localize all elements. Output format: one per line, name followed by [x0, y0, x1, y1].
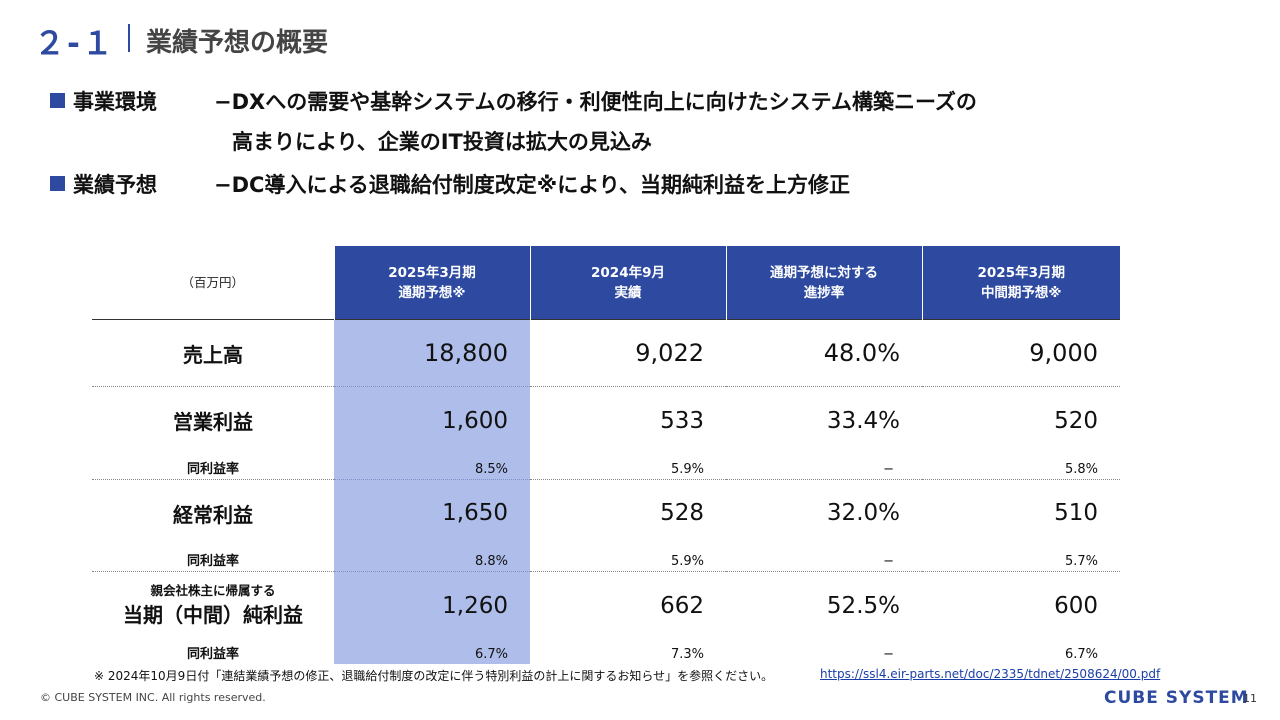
- table-cell: 5.9%: [530, 454, 726, 480]
- table-cell: 1,600: [334, 386, 530, 455]
- bullet-environment: 事業環境: [50, 86, 157, 116]
- bullet-forecast-text: −DC導入による退職給付制度改定※により、当期純利益を上方修正: [214, 173, 850, 197]
- table-cell: 1,650: [334, 479, 530, 547]
- table-cell: 8.8%: [334, 547, 530, 572]
- reference-link[interactable]: https://ssl4.eir-parts.net/doc/2335/tdne…: [820, 667, 1161, 681]
- table-row-ordinary-margin: 同利益率 8.8% 5.9% − 5.7%: [92, 547, 1120, 572]
- bullet-forecast: 業績予想: [50, 169, 157, 199]
- column-header: 2025年3月期 中間期予想※: [921, 246, 1120, 320]
- page-title: 業績予想の概要: [146, 28, 329, 58]
- square-bullet-icon: [50, 93, 65, 108]
- table-cell: −: [726, 547, 922, 572]
- financial-table: （百万円） 2025年3月期 通期予想※ 2024年9月 実績 通期予想に対する 進捗…: [92, 246, 1120, 664]
- table-cell: 5.7%: [922, 547, 1120, 572]
- table-cell: 33.4%: [826, 407, 900, 434]
- table-cell: 18,800: [334, 319, 530, 387]
- column-header: 通期予想に対する 進捗率: [725, 246, 922, 320]
- table-row-net-margin: 同利益率 6.7% 7.3% − 6.7%: [92, 639, 1120, 664]
- row-label: 売上高: [92, 319, 334, 387]
- bullet-label: 業績予想: [73, 173, 157, 197]
- unit-label: （百万円）: [92, 246, 334, 320]
- row-label: 同利益率: [186, 646, 239, 662]
- company-logo: CUBE SYSTEM: [1104, 688, 1249, 708]
- header-divider: [128, 24, 130, 52]
- copyright: © CUBE SYSTEM INC. All rights reserved.: [40, 691, 266, 704]
- table-cell: −: [726, 454, 922, 480]
- table-cell: 5.8%: [922, 454, 1120, 480]
- table-cell: 6.7%: [334, 639, 530, 664]
- square-bullet-icon: [50, 176, 65, 191]
- table-row-operating-margin: 同利益率 8.5% 5.9% − 5.8%: [92, 454, 1120, 480]
- row-label: 同利益率: [92, 547, 334, 572]
- footnote: ※ 2024年10月9日付「連結業績予想の修正、退職給付制度の改定に伴う特別利益…: [94, 669, 774, 683]
- bullet-label: 事業環境: [73, 90, 157, 114]
- table-row-sales: 売上高 18,800 9,022 48.0% 9,000: [92, 319, 1120, 387]
- table-cell: 9,000: [922, 319, 1120, 387]
- table-header-row: （百万円） 2025年3月期 通期予想※ 2024年9月 実績 通期予想に対する 進捗…: [92, 246, 1120, 320]
- row-label: 経常利益: [173, 502, 253, 527]
- row-label-main: 当期（中間）純利益: [123, 603, 303, 628]
- column-header: 2025年3月期 通期予想※: [333, 246, 530, 320]
- table-cell: 1,260: [334, 571, 530, 640]
- page-number: 11: [1243, 692, 1257, 705]
- table-cell: 6.7%: [1064, 646, 1098, 662]
- row-label: 親会社株主に帰属する 当期（中間）純利益: [92, 572, 334, 640]
- table-cell: 5.9%: [530, 547, 726, 572]
- row-label-prefix: 親会社株主に帰属する: [150, 583, 276, 599]
- table-cell: 600: [1054, 592, 1098, 619]
- row-label: 営業利益: [173, 410, 253, 435]
- table-cell: −: [883, 646, 894, 662]
- table-cell: 52.5%: [826, 592, 900, 619]
- table-cell: 9,022: [530, 319, 726, 387]
- table-cell: 32.0%: [826, 500, 900, 527]
- bullet-environment-text-cont: 高まりにより、企業のIT投資は拡大の見込み: [232, 130, 652, 154]
- table-cell: 662: [660, 592, 704, 619]
- bullet-environment-text: −DXへの需要や基幹システムの移行・利便性向上に向けたシステム構築ニーズの: [214, 90, 977, 114]
- section-number: ２-１: [34, 26, 115, 62]
- table-cell: 528: [660, 500, 704, 527]
- row-label: 同利益率: [92, 454, 334, 480]
- table-row-ordinary-income: 経常利益 1,650 528 32.0% 510: [92, 479, 1120, 547]
- table-cell: 533: [660, 407, 704, 434]
- table-cell: 7.3%: [670, 646, 704, 662]
- table-cell: 520: [1054, 407, 1098, 434]
- table-row-net-income: 親会社株主に帰属する 当期（中間）純利益 1,260 662 52.5% 600: [92, 571, 1120, 640]
- table-cell: 48.0%: [726, 319, 922, 387]
- table-cell: 8.5%: [334, 454, 530, 480]
- table-cell: 510: [1054, 500, 1098, 527]
- table-row-operating-income: 営業利益 1,600 533 33.4% 520: [92, 386, 1120, 455]
- column-header: 2024年9月 実績: [529, 246, 726, 320]
